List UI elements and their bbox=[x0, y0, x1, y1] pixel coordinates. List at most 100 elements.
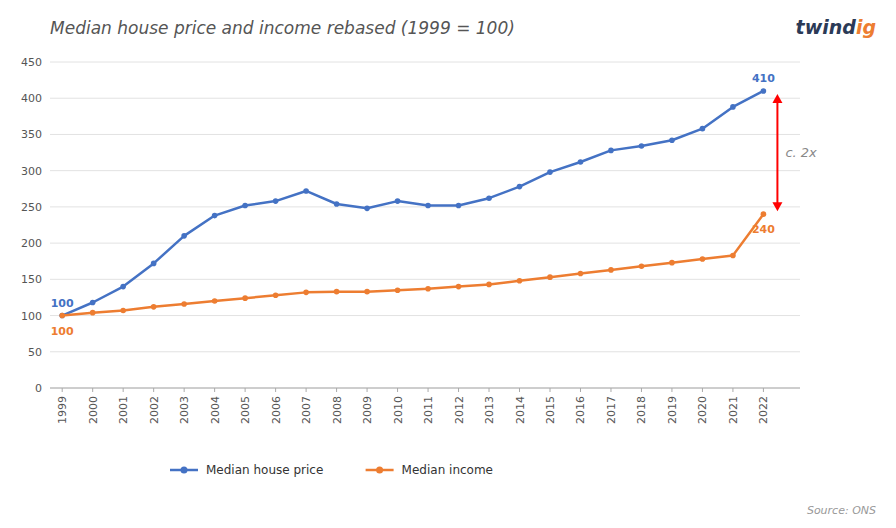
x-tick bbox=[275, 388, 276, 392]
grid-line bbox=[50, 62, 800, 63]
arrow-head bbox=[772, 94, 782, 103]
point-label: 410 bbox=[752, 72, 775, 85]
series-point bbox=[669, 260, 675, 266]
x-tick bbox=[367, 388, 368, 392]
x-tick-label: 2007 bbox=[300, 396, 313, 424]
x-tick bbox=[732, 388, 733, 392]
x-tick-label: 2002 bbox=[148, 396, 161, 424]
series-point bbox=[578, 159, 584, 165]
grid-line bbox=[50, 98, 800, 99]
series-point bbox=[273, 198, 279, 204]
x-tick-label: 1999 bbox=[56, 396, 69, 424]
series-point bbox=[578, 271, 584, 277]
x-tick-label: 2022 bbox=[757, 396, 770, 424]
series-point bbox=[730, 104, 736, 110]
grid-line bbox=[50, 315, 800, 316]
series-point bbox=[242, 203, 248, 209]
grid-line bbox=[50, 170, 800, 171]
series-point bbox=[700, 126, 706, 132]
x-tick bbox=[245, 388, 246, 392]
series-point bbox=[334, 201, 340, 207]
x-tick-label: 2021 bbox=[727, 396, 740, 424]
arrow-shaft bbox=[776, 102, 778, 203]
series-point bbox=[700, 256, 706, 262]
series-point bbox=[90, 310, 96, 316]
x-tick bbox=[671, 388, 672, 392]
y-tick-label: 300 bbox=[21, 165, 42, 178]
y-axis: 050100150200250300350400450 bbox=[21, 56, 800, 395]
grid-line bbox=[50, 243, 800, 244]
series-point bbox=[59, 313, 65, 319]
x-tick-label: 2000 bbox=[87, 396, 100, 424]
x-tick-label: 2015 bbox=[544, 396, 557, 424]
series-point bbox=[181, 301, 187, 307]
source: Source: ONS bbox=[807, 504, 876, 517]
series-point bbox=[364, 289, 370, 295]
point-label: 100 bbox=[51, 297, 74, 310]
series-point bbox=[212, 298, 218, 304]
x-tick bbox=[763, 388, 764, 392]
grid-line bbox=[50, 279, 800, 280]
y-tick-label: 400 bbox=[21, 92, 42, 105]
x-tick-label: 2011 bbox=[422, 396, 435, 424]
point-label: 100 bbox=[51, 325, 74, 338]
plot-area bbox=[59, 88, 766, 318]
x-tick bbox=[519, 388, 520, 392]
series-point bbox=[761, 211, 767, 217]
chart: Median house price and income rebased (1… bbox=[0, 0, 896, 528]
x-tick-label: 2005 bbox=[239, 396, 252, 424]
series-point bbox=[456, 203, 462, 209]
series-point bbox=[425, 286, 431, 292]
x-tick bbox=[306, 388, 307, 392]
series-line bbox=[62, 214, 763, 315]
x-tick-label: 2018 bbox=[635, 396, 648, 424]
series-point bbox=[456, 284, 462, 290]
x-tick-label: 2019 bbox=[666, 396, 679, 424]
series-point bbox=[517, 184, 523, 190]
grid-line bbox=[50, 351, 800, 352]
series-point bbox=[303, 290, 309, 296]
y-tick-label: 350 bbox=[21, 128, 42, 141]
logo: twindig bbox=[796, 16, 876, 38]
x-tick bbox=[123, 388, 124, 392]
series-point bbox=[639, 263, 645, 269]
x-tick-label: 2016 bbox=[574, 396, 587, 424]
series-point bbox=[303, 188, 309, 194]
x-tick-label: 2006 bbox=[270, 396, 283, 424]
grid-line bbox=[50, 206, 800, 207]
series-point bbox=[120, 308, 126, 314]
series-point bbox=[517, 278, 523, 284]
series-point bbox=[639, 143, 645, 149]
arrow-head bbox=[772, 202, 782, 211]
series-point bbox=[425, 203, 431, 209]
x-tick-label: 2003 bbox=[178, 396, 191, 424]
series-point bbox=[547, 274, 553, 280]
series-point bbox=[730, 253, 736, 259]
legend-marker bbox=[181, 467, 188, 474]
x-tick bbox=[641, 388, 642, 392]
x-axis-line bbox=[50, 388, 800, 389]
x-tick bbox=[397, 388, 398, 392]
x-tick-label: 2001 bbox=[117, 396, 130, 424]
legend-label: Median house price bbox=[206, 463, 323, 477]
x-tick-label: 2009 bbox=[361, 396, 374, 424]
y-tick-label: 100 bbox=[21, 310, 42, 323]
x-tick bbox=[489, 388, 490, 392]
x-tick bbox=[184, 388, 185, 392]
series-point bbox=[242, 295, 248, 301]
x-tick bbox=[428, 388, 429, 392]
series-point bbox=[273, 292, 279, 298]
x-tick-label: 2013 bbox=[483, 396, 496, 424]
y-tick-label: 250 bbox=[21, 201, 42, 214]
y-tick-label: 200 bbox=[21, 237, 42, 250]
x-tick-label: 2004 bbox=[209, 396, 222, 424]
x-tick bbox=[610, 388, 611, 392]
x-tick-label: 2020 bbox=[696, 396, 709, 424]
series-point bbox=[181, 233, 187, 239]
logo-part: ig bbox=[856, 16, 876, 38]
point-label: 240 bbox=[752, 223, 775, 236]
series-point bbox=[395, 287, 401, 293]
x-tick-label: 2010 bbox=[392, 396, 405, 424]
series-point bbox=[547, 169, 553, 175]
series-point bbox=[151, 261, 157, 267]
